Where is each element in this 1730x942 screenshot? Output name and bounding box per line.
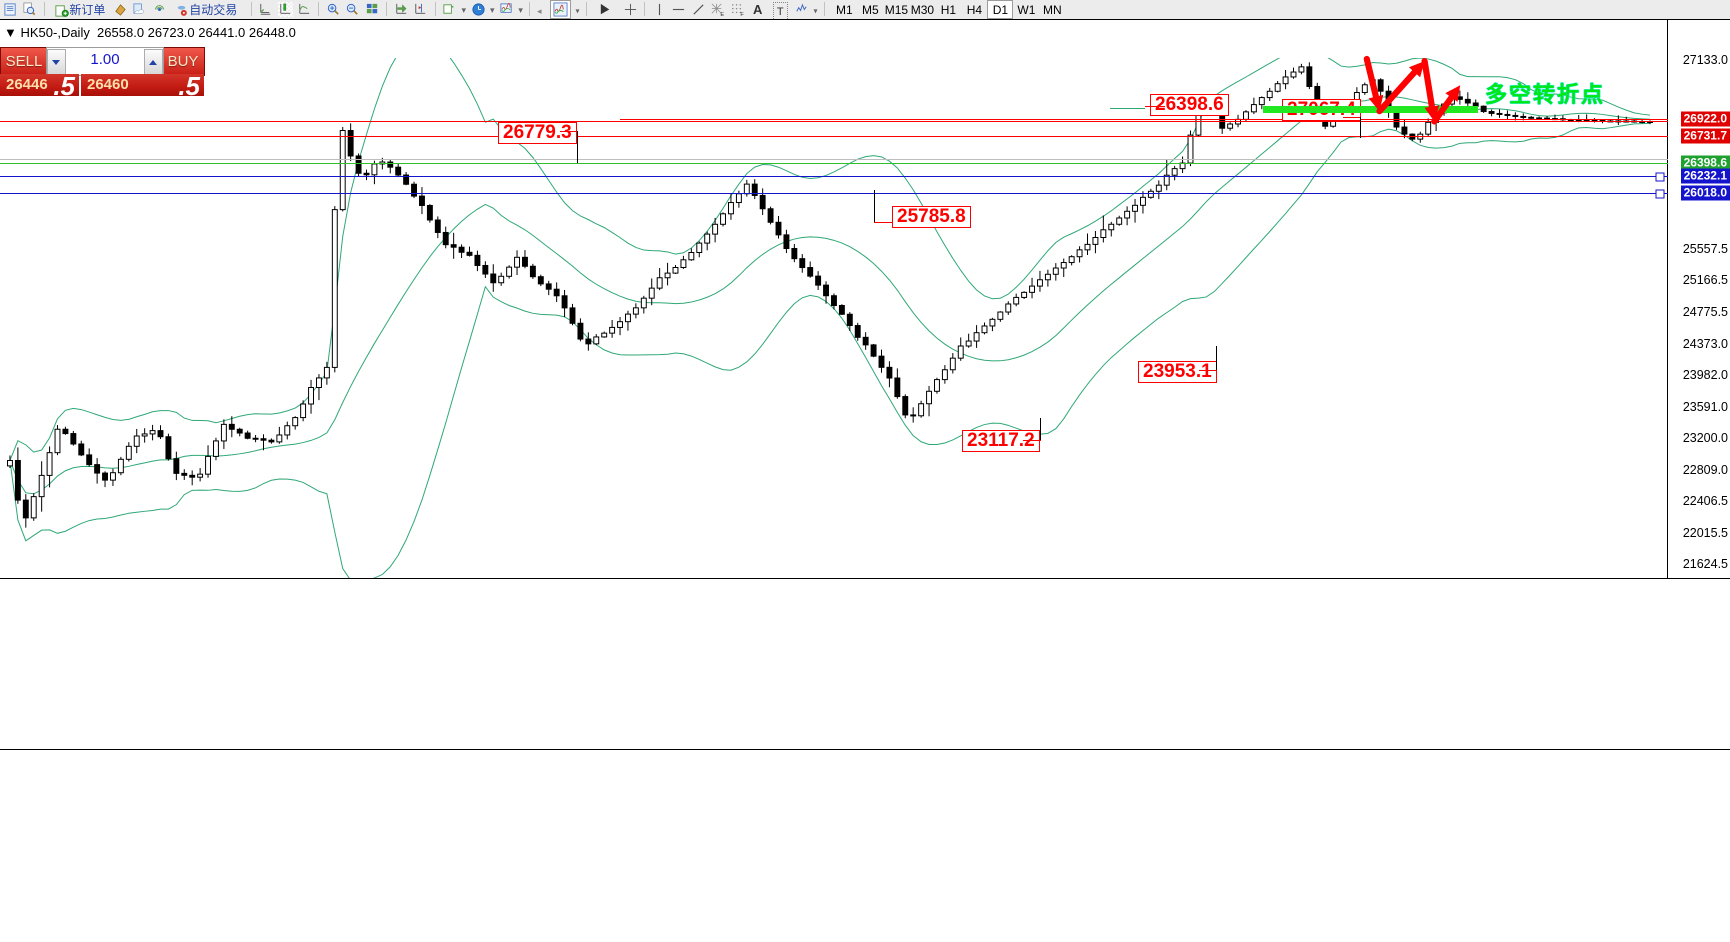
svg-text:F: F: [740, 12, 744, 17]
svg-text:E: E: [720, 12, 724, 17]
